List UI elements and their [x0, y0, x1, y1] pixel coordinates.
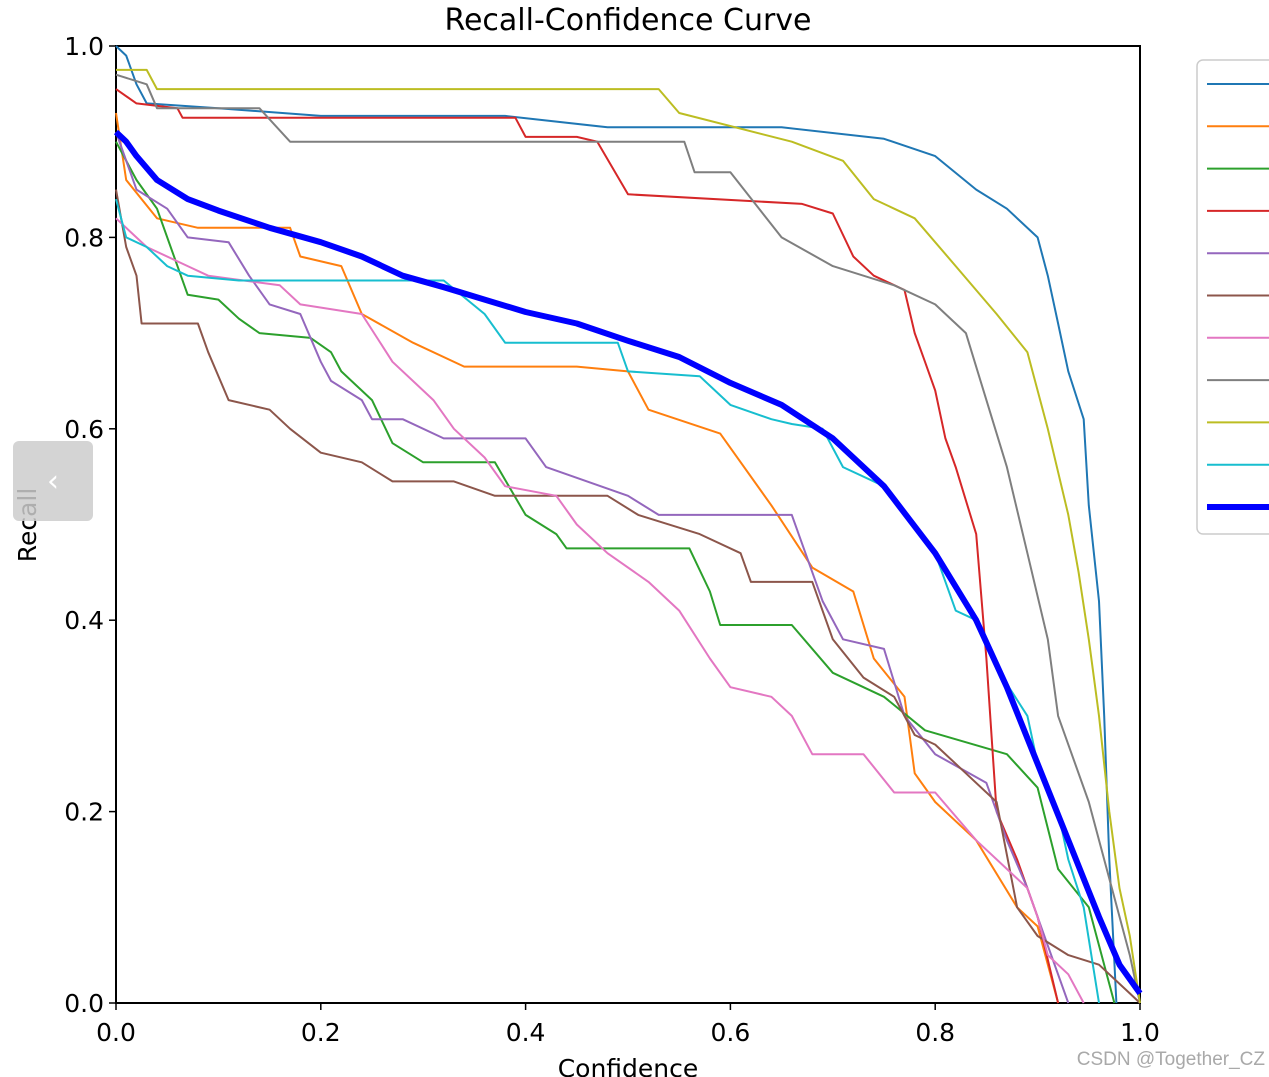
series-line-6: [115, 189, 1141, 1004]
y-tick-label: 0.6: [64, 415, 104, 444]
chevron-left-icon: ‹: [47, 463, 59, 499]
series-line-4: [115, 88, 1060, 1004]
chart-title: Recall-Confidence Curve: [444, 3, 811, 38]
x-tick-label: 1.0: [1120, 1018, 1160, 1047]
y-tick-label: 0.2: [64, 798, 104, 827]
series-line-1: [115, 45, 1118, 1004]
series-line-11: [113, 129, 1143, 996]
plot-area-frame: [115, 45, 1141, 1004]
series-line-3: [115, 141, 1116, 1004]
x-axis-ticks: 0.0 0.2 0.4 0.6 0.8 1.0: [96, 1003, 1160, 1047]
y-tick-label: 0.4: [64, 606, 104, 635]
x-axis-label: Confidence: [558, 1054, 699, 1077]
y-axis-ticks: 0.0 0.2 0.4 0.6 0.8 1.0: [64, 32, 116, 1018]
series-line-10: [115, 198, 1100, 1004]
series-line-5: [115, 131, 1070, 1004]
series-line-7: [115, 217, 1085, 1004]
y-tick-label: 0.0: [64, 989, 104, 1018]
x-tick-label: 0.2: [301, 1018, 341, 1047]
series-lines: [113, 45, 1143, 1004]
legend-box: [1196, 59, 1269, 535]
series-line-2: [115, 112, 1060, 1004]
x-tick-label: 0.8: [915, 1018, 955, 1047]
x-tick-label: 0.4: [506, 1018, 546, 1047]
series-line-9: [116, 68, 1141, 1004]
series-line-8: [115, 73, 1141, 1004]
y-tick-label: 0.8: [64, 223, 104, 252]
y-tick-label: 1.0: [64, 32, 104, 61]
previous-image-button[interactable]: ‹: [13, 441, 93, 521]
x-tick-label: 0.6: [711, 1018, 751, 1047]
x-tick-label: 0.0: [96, 1018, 136, 1047]
watermark: CSDN @Together_CZ: [1076, 1049, 1265, 1070]
legend: [1196, 59, 1269, 535]
